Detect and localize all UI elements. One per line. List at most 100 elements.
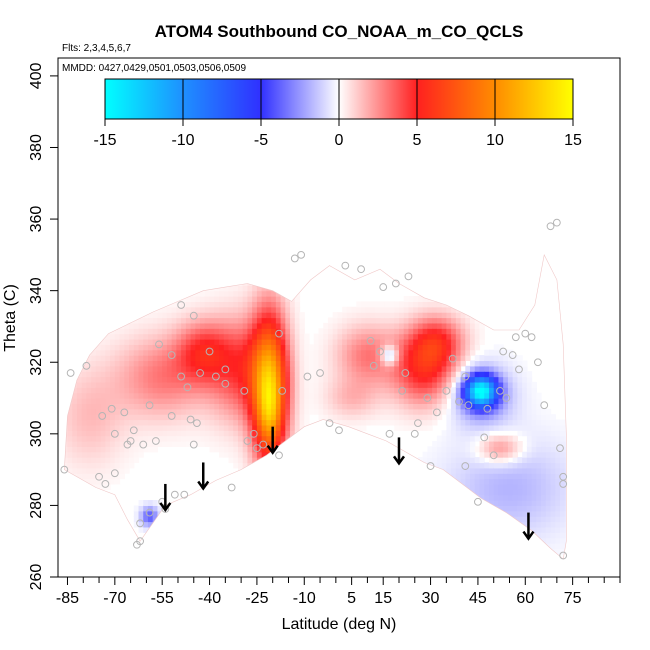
heatmap-cell — [475, 559, 480, 565]
heatmap-cell — [465, 516, 471, 523]
heatmap-cell — [479, 328, 485, 335]
heatmap-cell — [313, 338, 320, 345]
heatmap-cell — [72, 355, 78, 362]
heatmap-cell — [304, 381, 310, 388]
heatmap-cell — [512, 462, 518, 469]
heatmap-cell — [455, 349, 462, 356]
heatmap-cell — [223, 312, 230, 319]
heatmap-cell — [413, 381, 419, 388]
heatmap-cell — [261, 457, 267, 464]
sample-point — [243, 437, 252, 445]
heatmap-cell — [507, 478, 514, 485]
heatmap-cell — [474, 398, 481, 404]
heatmap-cell — [214, 306, 220, 313]
heatmap-cell — [110, 435, 116, 442]
heatmap-cell — [465, 365, 471, 372]
heatmap-cell — [147, 322, 154, 329]
heatmap-cell — [507, 483, 514, 490]
heatmap-cell — [384, 381, 391, 388]
heatmap-cell — [162, 430, 168, 437]
heatmap-cell — [290, 451, 296, 458]
heatmap-cell — [541, 548, 547, 555]
heatmap-cell — [242, 344, 249, 351]
heatmap-cell — [299, 387, 305, 394]
heatmap-cell — [361, 387, 367, 394]
heatmap-cell — [157, 381, 163, 388]
heatmap-cell — [403, 371, 410, 378]
heatmap-cell — [370, 408, 376, 415]
heatmap-cell — [493, 435, 500, 442]
heatmap-cell — [465, 403, 471, 410]
y-tick-label: 320 — [28, 349, 45, 376]
heatmap-cell — [313, 387, 320, 394]
heatmap-cell — [64, 446, 69, 453]
heatmap-cell — [550, 446, 556, 453]
heatmap-cell — [181, 317, 187, 324]
heatmap-cell — [304, 398, 310, 404]
heatmap-cell — [465, 392, 471, 399]
data-domain-outline — [63, 253, 567, 560]
heatmap-cell — [204, 387, 211, 394]
heatmap-cell — [95, 392, 102, 399]
heatmap-cell — [465, 457, 471, 464]
heatmap-cell — [275, 269, 282, 276]
heatmap-cell — [266, 322, 272, 329]
heatmap-cell — [526, 457, 533, 464]
heatmap-cell — [507, 532, 514, 539]
heatmap-cell — [375, 398, 381, 404]
tropopause-arrows — [159, 426, 535, 541]
heatmap-cell — [271, 269, 277, 276]
heatmap-cell — [470, 548, 476, 555]
heatmap-cell — [233, 414, 239, 421]
heatmap-cell — [432, 301, 438, 308]
heatmap-cell — [252, 258, 258, 265]
heatmap-cell — [441, 483, 447, 490]
heatmap-cell — [460, 467, 466, 474]
heatmap-cell — [346, 371, 353, 378]
heatmap-cell — [100, 398, 106, 404]
heatmap-cell — [465, 349, 471, 356]
heatmap-cell — [275, 489, 282, 496]
sample-point — [278, 386, 287, 395]
heatmap-cell — [394, 349, 400, 356]
heatmap-cell — [356, 322, 362, 329]
heatmap-cell — [162, 322, 168, 329]
heatmap-cell — [261, 521, 267, 528]
sample-point — [110, 429, 119, 438]
heatmap-cell — [541, 489, 547, 496]
heatmap-cell — [460, 398, 466, 404]
heatmap-cell — [185, 306, 192, 313]
heatmap-cell — [143, 521, 149, 528]
sample-point — [107, 404, 116, 413]
heatmap-cell — [242, 290, 249, 297]
sample-point — [227, 483, 236, 492]
heatmap-cell — [299, 403, 305, 410]
heatmap-cell — [147, 355, 154, 362]
heatmap-cell — [470, 328, 476, 335]
heatmap-cell — [474, 510, 481, 517]
heatmap-cell — [143, 435, 149, 442]
heatmap-cell — [488, 414, 495, 421]
heatmap-cell — [441, 392, 447, 399]
heatmap-cell — [512, 548, 518, 555]
heatmap-cell — [143, 387, 149, 394]
heatmap-cell — [522, 392, 528, 399]
heatmap-cell — [522, 457, 528, 464]
heatmap-cell — [375, 408, 381, 415]
heatmap-cell — [484, 553, 490, 560]
heatmap-cell — [384, 344, 391, 351]
heatmap-cell — [91, 408, 97, 415]
heatmap-cell — [204, 430, 211, 437]
heatmap-cell — [280, 392, 286, 399]
heatmap-cell — [256, 462, 263, 469]
heatmap-cell — [484, 543, 490, 549]
heatmap-cell — [527, 559, 532, 565]
heatmap-cell — [465, 338, 471, 345]
heatmap-cell — [361, 424, 367, 431]
heatmap-cell — [507, 494, 514, 501]
heatmap-cell — [380, 360, 386, 367]
heatmap-cell — [560, 457, 566, 464]
heatmap-cell — [237, 269, 244, 276]
heatmap-cell — [129, 392, 135, 399]
heatmap-cell — [408, 317, 414, 324]
